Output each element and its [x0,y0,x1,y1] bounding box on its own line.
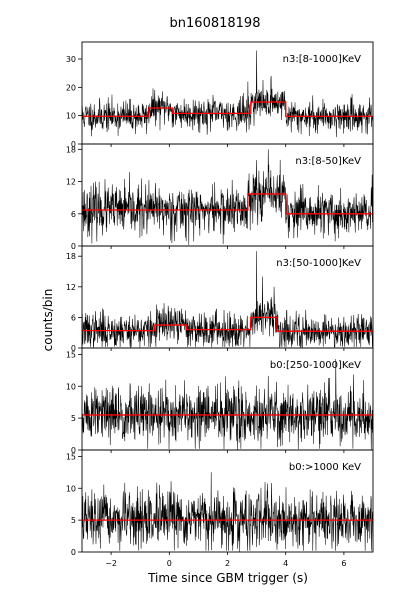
panel-label: n3:[8-1000]KeV [283,54,362,65]
panel-label: n3:[50-1000]KeV [276,258,361,269]
model-step-line [82,101,373,117]
x-tick-label: 4 [283,559,288,568]
panel-label: b0:>1000 KeV [289,462,361,473]
light-curve-series [82,251,373,348]
y-tick-label: 0 [71,344,76,353]
panel-4: 0 5 10 15 b0:[250-1000]KeV [66,347,374,455]
x-tick-label: 2 [225,559,230,568]
model-step-line [82,193,373,215]
x-tick-label: 0 [167,559,172,568]
y-tick-label: 0 [71,140,76,149]
light-curve-series [82,149,373,245]
y-tick-label: 15 [66,350,76,359]
y-tick-label: 6 [71,210,76,219]
y-tick-label: 0 [71,446,76,455]
y-tick-label: 20 [66,83,76,92]
y-tick-label: 12 [66,178,76,187]
panel-1: 0 10 20 30 n3:[8-1000]KeV [66,41,374,149]
y-tick-label: 18 [66,145,76,154]
y-tick-label: 10 [66,484,76,493]
panel-label: b0:[250-1000]KeV [270,360,361,371]
panel-label: n3:[8-50]KeV [295,156,361,167]
y-tick-label: 12 [66,283,76,292]
x-tick-label: 6 [341,559,346,568]
y-tick-label: 30 [66,55,76,64]
y-tick-label: 18 [66,252,76,261]
light-curve-series [82,472,373,552]
y-tick-label: 5 [71,516,76,525]
light-curve-series [82,358,373,450]
y-tick-label: 0 [71,548,76,557]
y-tick-label: 10 [66,382,76,391]
panel-2: 0 6 12 18 n3:[8-50]KeV [66,143,374,251]
x-tick-label: −2 [105,559,117,568]
y-tick-label: 6 [71,313,76,322]
y-axis-label: counts/bin [41,289,55,352]
y-tick-label: 10 [66,112,76,121]
panel-3: 0 6 12 18 n3:[50-1000]KeV [66,245,374,353]
chart-title: bn160818198 [170,16,261,31]
y-tick-label: 5 [71,414,76,423]
y-tick-label: 0 [71,242,76,251]
x-axis-label: Time since GBM trigger (s) [147,571,308,585]
panel-5: 0 5 10 15 b0:>1000 KeV [66,449,374,557]
y-tick-label: 15 [66,452,76,461]
model-step-line [82,316,373,332]
